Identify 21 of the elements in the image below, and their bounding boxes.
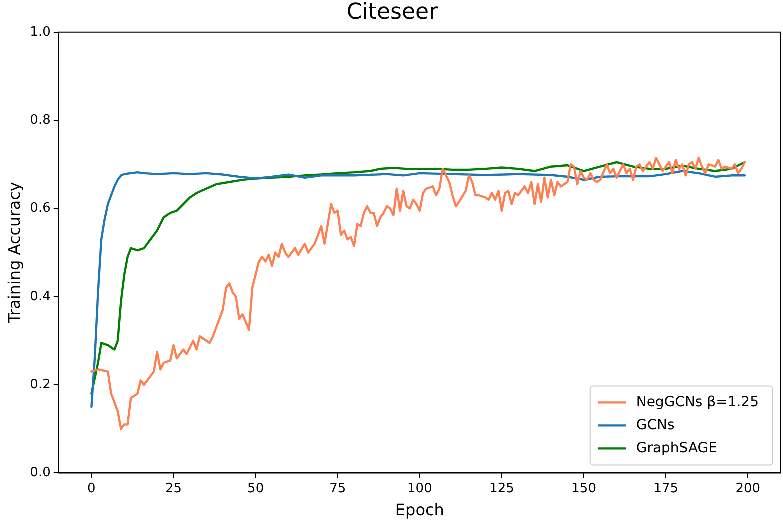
y-tick-label: 1.0 [30, 24, 51, 40]
x-tick-label: 100 [408, 481, 432, 496]
x-tick-label: 75 [330, 481, 346, 496]
y-axis-title: Training Accuracy [4, 182, 24, 324]
y-tick-label: 0.6 [30, 201, 51, 216]
x-tick-label: 125 [490, 481, 514, 496]
legend-label: GCNs [636, 417, 675, 434]
chart-title: Citeseer [346, 0, 440, 25]
y-tick-label: 0.4 [30, 289, 51, 304]
y-tick-label: 0.0 [30, 466, 51, 481]
y-tick-label: 0.2 [30, 377, 51, 392]
x-tick-label: 50 [248, 481, 264, 496]
x-axis-title: Epoch [395, 500, 444, 520]
x-tick-label: 150 [572, 481, 596, 496]
x-tick-label: 0 [88, 481, 96, 496]
x-tick-label: 175 [654, 481, 679, 496]
legend-label: NegGCNs β=1.25 [636, 394, 760, 410]
x-tick-label: 25 [165, 481, 182, 496]
y-tick-label: 0.8 [30, 112, 51, 128]
x-tick-label: 200 [736, 481, 761, 496]
legend-label: GraphSAGE [636, 440, 718, 456]
